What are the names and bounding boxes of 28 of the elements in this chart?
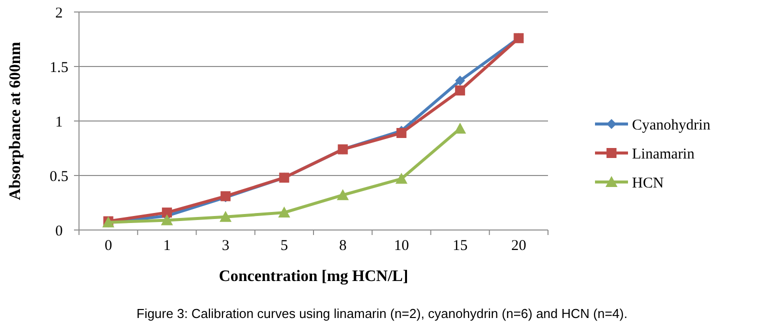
x-tick-label: 3	[222, 238, 230, 254]
point	[455, 85, 466, 96]
x-tick-label: 15	[452, 238, 468, 254]
caption: Figure 3: Calibration curves using linamarin (n=2), cyanohydrin (n=6) and HCN (n=4).	[136, 306, 628, 321]
x-tick-label: 5	[280, 238, 288, 254]
x-tick-label: 10	[394, 238, 409, 254]
x-tick-label: 8	[339, 238, 347, 254]
point	[160, 214, 173, 226]
point	[455, 76, 466, 86]
legend-label: Linamarin	[632, 146, 695, 162]
x-axis-title: Concentration [mg HCN/L]	[218, 268, 408, 285]
point	[395, 172, 408, 184]
legend-label: Cyanohydrin	[632, 117, 711, 134]
y-tick-label: 0	[55, 223, 63, 240]
y-tick-label: 1.5	[50, 60, 68, 76]
legend-label: HCN	[632, 175, 664, 192]
y-tick-label: 2	[55, 5, 63, 22]
point	[162, 208, 172, 218]
point	[220, 210, 232, 222]
x-tick-label: 20	[511, 238, 526, 254]
point	[278, 206, 290, 218]
point	[454, 122, 466, 134]
point	[336, 189, 349, 200]
x-tick-label: 0	[104, 238, 112, 254]
y-tick-label: 1	[55, 114, 63, 130]
x-tick-label: 1	[163, 238, 171, 254]
y-axis-title: Absorpbance at 600nm	[7, 41, 24, 200]
y-tick-label: 0.5	[50, 168, 68, 185]
